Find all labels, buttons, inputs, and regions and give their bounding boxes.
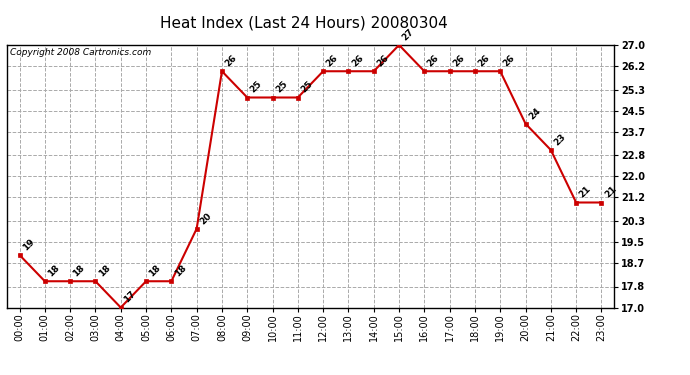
Text: 19: 19: [21, 237, 37, 252]
Text: 24: 24: [527, 106, 542, 121]
Text: 25: 25: [299, 80, 315, 95]
Text: 26: 26: [476, 53, 491, 69]
Text: 25: 25: [248, 80, 264, 95]
Text: 26: 26: [224, 53, 239, 69]
Text: 21: 21: [578, 184, 593, 200]
Text: Heat Index (Last 24 Hours) 20080304: Heat Index (Last 24 Hours) 20080304: [159, 15, 448, 30]
Text: 26: 26: [426, 53, 441, 69]
Text: 26: 26: [502, 53, 517, 69]
Text: 26: 26: [451, 53, 466, 69]
Text: 26: 26: [350, 53, 365, 69]
Text: 17: 17: [122, 290, 137, 305]
Text: 18: 18: [172, 263, 188, 279]
Text: 25: 25: [274, 80, 289, 95]
Text: 23: 23: [552, 132, 567, 147]
Text: 27: 27: [400, 27, 416, 42]
Text: 21: 21: [603, 184, 618, 200]
Text: 20: 20: [198, 211, 213, 226]
Text: Copyright 2008 Cartronics.com: Copyright 2008 Cartronics.com: [10, 48, 151, 57]
Text: 18: 18: [148, 263, 163, 279]
Text: 26: 26: [375, 53, 391, 69]
Text: 18: 18: [72, 263, 87, 279]
Text: 18: 18: [97, 263, 112, 279]
Text: 18: 18: [46, 263, 61, 279]
Text: 26: 26: [324, 53, 339, 69]
